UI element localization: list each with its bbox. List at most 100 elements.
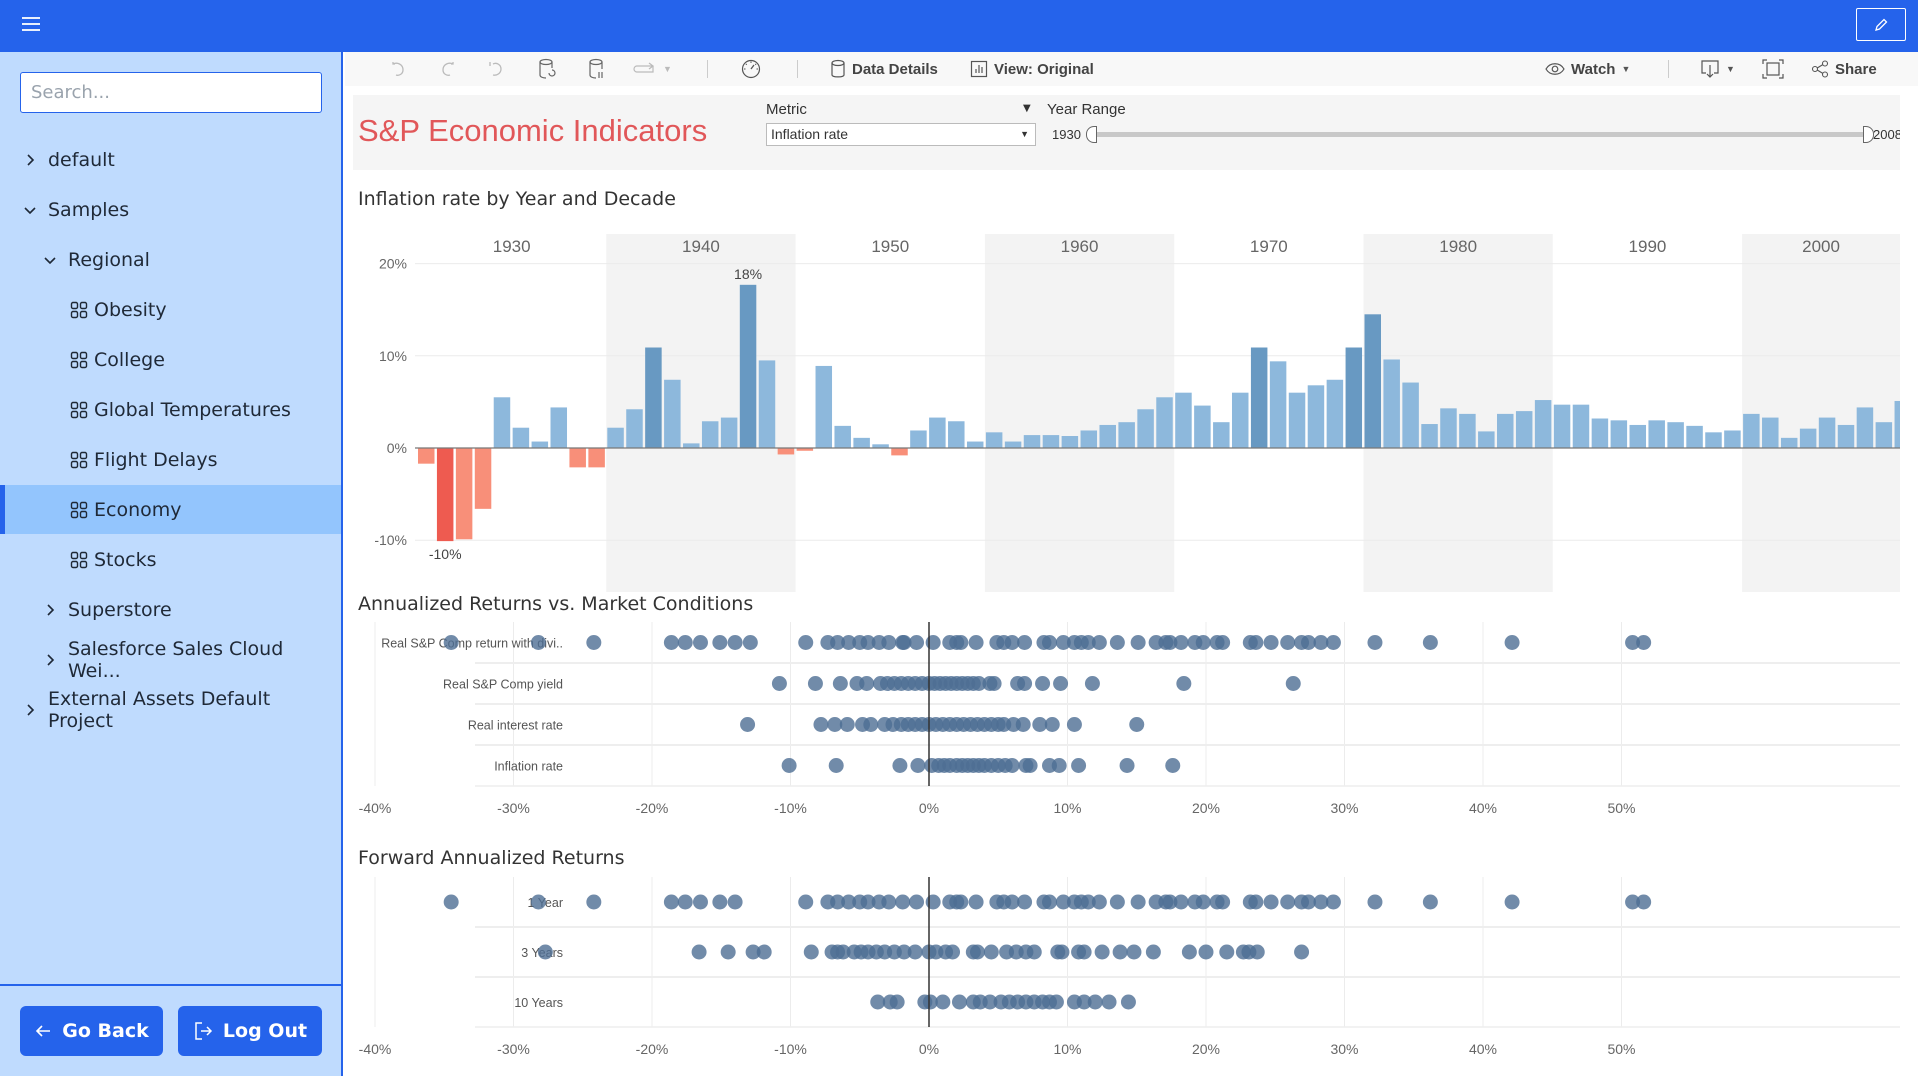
- redo-button[interactable]: [438, 52, 456, 86]
- bar-1936: [531, 441, 549, 448]
- bar-1972: [1213, 422, 1230, 448]
- year-range-max-handle[interactable]: [1863, 126, 1874, 143]
- download-button[interactable]: ▼: [1700, 52, 1735, 86]
- tree-item-flight-delays[interactable]: Flight Delays: [0, 435, 341, 484]
- year-range-min-handle[interactable]: [1086, 126, 1097, 143]
- log-out-button[interactable]: Log Out: [178, 1006, 322, 1056]
- share-button[interactable]: Share: [1811, 52, 1877, 86]
- dot-market-condition: [1022, 758, 1038, 773]
- download-icon: [1701, 60, 1719, 78]
- watch-button[interactable]: Watch ▼: [1545, 52, 1630, 86]
- bar-annotation: 18%: [734, 266, 762, 282]
- dot-forward-return: [1130, 894, 1146, 910]
- scatter2-title: Forward Annualized Returns: [358, 847, 625, 869]
- replay-dropdown-icon[interactable]: ▼: [663, 64, 672, 74]
- pause-updates-button[interactable]: [588, 52, 606, 86]
- chevron-right-icon[interactable]: [22, 153, 38, 167]
- tree-item-label: Obesity: [94, 298, 167, 321]
- chevron-right-icon[interactable]: [22, 703, 38, 717]
- bar-1947: [739, 284, 757, 448]
- dot-forward-return: [889, 994, 905, 1010]
- decade-label: 1930: [493, 237, 531, 256]
- row-label: Real interest rate: [468, 719, 563, 733]
- scatter1-title: Annualized Returns vs. Market Conditions: [358, 593, 754, 615]
- dot-forward-return: [860, 894, 876, 910]
- toolbar-separator: [707, 60, 708, 78]
- bar-1954: [872, 444, 889, 448]
- bar-1931: [436, 448, 454, 542]
- hamburger-menu-icon[interactable]: [22, 17, 40, 31]
- dot-forward-return: [663, 894, 679, 910]
- edit-button[interactable]: [1856, 8, 1906, 41]
- tree-item-college[interactable]: College: [0, 335, 341, 384]
- tree-item-samples[interactable]: Samples: [0, 185, 341, 234]
- dot-forward-return: [1126, 944, 1142, 960]
- dot-forward-return: [1367, 894, 1383, 910]
- chevron-right-icon[interactable]: [42, 603, 58, 617]
- dot-market-condition: [1055, 635, 1071, 650]
- dot-market-condition: [1015, 717, 1031, 732]
- revert-button[interactable]: [487, 52, 505, 86]
- undo-button[interactable]: [390, 52, 408, 86]
- tree-item-default[interactable]: default: [0, 135, 341, 184]
- search-input[interactable]: [20, 72, 322, 113]
- fullscreen-button[interactable]: [1762, 52, 1784, 86]
- tree-item-obesity[interactable]: Obesity: [0, 285, 341, 334]
- bar-1956: [910, 430, 927, 448]
- bar-1980: [1364, 314, 1381, 448]
- database-pause-icon: [589, 58, 603, 79]
- dot-market-condition: [1066, 717, 1082, 732]
- tree-item-global-temperatures[interactable]: Global Temperatures: [0, 385, 341, 434]
- x-tick-label: 10%: [1053, 800, 1081, 816]
- chevron-right-icon[interactable]: [42, 653, 58, 667]
- tree-item-superstore[interactable]: Superstore: [0, 585, 341, 634]
- dot-market-condition: [1285, 676, 1301, 691]
- dot-forward-return: [1294, 944, 1310, 960]
- dot-market-condition: [828, 758, 844, 773]
- year-range-slider-track[interactable]: [1088, 132, 1868, 137]
- bar-1959: [966, 441, 984, 448]
- fullscreen-icon: [1762, 59, 1784, 79]
- bar-2004: [1818, 417, 1836, 448]
- dot-forward-return: [691, 944, 707, 960]
- dot-forward-return: [756, 944, 772, 960]
- metric-dropdown[interactable]: Inflation rate ▼: [766, 123, 1036, 146]
- dot-market-condition: [1162, 635, 1178, 650]
- dot-forward-return: [1263, 894, 1279, 910]
- dot-market-condition: [859, 676, 875, 691]
- view-original-button[interactable]: View: Original: [970, 52, 1094, 86]
- bar-1977: [1307, 385, 1325, 448]
- dot-forward-return: [895, 894, 911, 910]
- dot-market-condition: [1130, 635, 1146, 650]
- dot-forward-return: [1054, 944, 1070, 960]
- bar-1965: [1080, 430, 1098, 448]
- dot-market-condition: [827, 717, 843, 732]
- tree-item-economy[interactable]: Economy: [0, 485, 341, 534]
- chevron-down-icon[interactable]: [22, 205, 38, 215]
- bar-1985: [1459, 413, 1476, 448]
- performance-button[interactable]: [741, 52, 761, 86]
- dot-market-condition: [677, 635, 693, 650]
- dot-market-condition: [1032, 717, 1048, 732]
- tree-item-label: Global Temperatures: [94, 398, 291, 421]
- dot-market-condition: [1636, 635, 1652, 650]
- y-tick-label: 20%: [379, 256, 407, 272]
- replay-animation-button[interactable]: ▼: [633, 52, 672, 86]
- bar-1934: [493, 397, 511, 448]
- metric-menu-icon[interactable]: ▼: [1023, 103, 1031, 114]
- chevron-down-icon[interactable]: [42, 255, 58, 265]
- tree-item-salesforce-sales-cloud-wei[interactable]: Salesforce Sales Cloud Wei...: [0, 635, 341, 684]
- dot-forward-return: [692, 894, 708, 910]
- dot-forward-return: [1162, 894, 1178, 910]
- tree-item-external-assets-default-project[interactable]: External Assets Default Project: [0, 685, 341, 734]
- tree-item-regional[interactable]: Regional: [0, 235, 341, 284]
- bar-1942: [645, 347, 662, 448]
- refresh-data-button[interactable]: [538, 52, 556, 86]
- data-details-button[interactable]: Data Details: [830, 52, 938, 86]
- bar-1933: [474, 448, 492, 509]
- go-back-button[interactable]: Go Back: [20, 1006, 163, 1056]
- bar-1988: [1515, 411, 1533, 448]
- tree-item-label: College: [94, 348, 165, 371]
- tree-item-stocks[interactable]: Stocks: [0, 535, 341, 584]
- dot-forward-return: [968, 894, 984, 910]
